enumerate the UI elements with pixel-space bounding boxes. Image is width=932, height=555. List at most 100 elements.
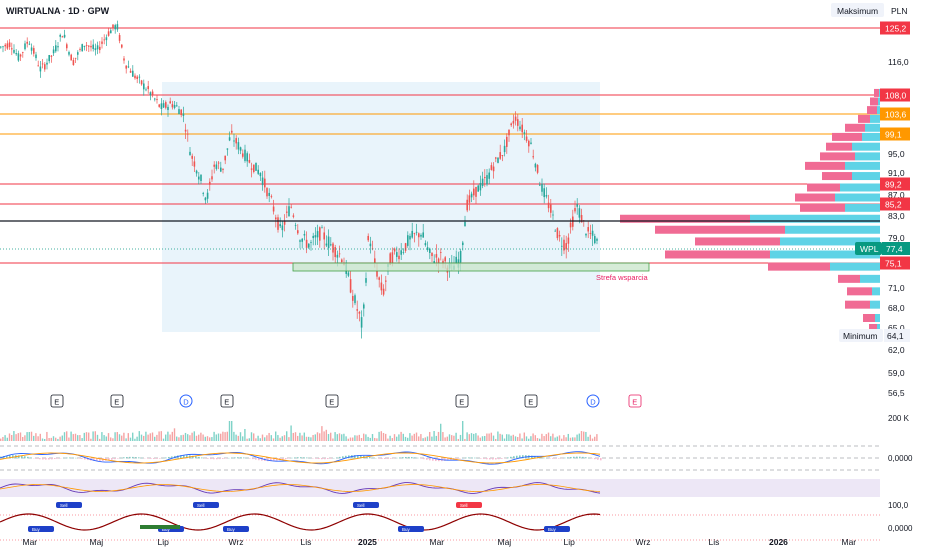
candle-body-241 xyxy=(530,143,532,144)
osc-hist-66 xyxy=(198,457,200,458)
candle-body-240 xyxy=(528,141,530,147)
volume-bar-267 xyxy=(587,437,588,441)
volume-bar-80 xyxy=(176,437,177,441)
profile-up-bar-4 xyxy=(865,124,880,132)
volume-bar-180 xyxy=(396,437,397,441)
volume-bar-108 xyxy=(238,436,239,441)
osc-hist-127 xyxy=(381,458,383,459)
volume-bar-115 xyxy=(253,433,254,441)
candle-body-111 xyxy=(244,150,246,161)
osc-hist-26 xyxy=(78,458,80,459)
candle-body-214 xyxy=(471,194,473,198)
candle-body-60 xyxy=(132,71,134,77)
candle-body-64 xyxy=(141,80,143,84)
signal-marker-label-8: Buy xyxy=(548,527,557,532)
candle-body-124 xyxy=(273,207,275,212)
candle-body-139 xyxy=(306,240,308,248)
osc-hist-79 xyxy=(237,457,239,458)
osc-hist-170 xyxy=(510,457,512,458)
volume-bar-248 xyxy=(546,434,547,441)
event-label-4: E xyxy=(329,398,334,407)
candle-body-66 xyxy=(145,89,147,90)
osc-hist-41 xyxy=(123,457,125,458)
oscillator-axis-label: 0,0000 xyxy=(888,454,913,463)
signal-marker-label-0: Buy xyxy=(32,527,41,532)
volume-bar-177 xyxy=(389,436,390,441)
candle-body-76 xyxy=(167,107,169,110)
candle-body-99 xyxy=(218,163,220,164)
y-tick-11: 56,5 xyxy=(888,388,905,398)
volume-bar-181 xyxy=(398,434,399,441)
candle-body-133 xyxy=(293,215,295,216)
volume-bar-137 xyxy=(301,435,302,441)
volume-bar-185 xyxy=(407,438,408,441)
volume-bar-119 xyxy=(262,435,263,441)
event-label-8: E xyxy=(632,398,637,407)
candle-body-182 xyxy=(400,250,402,254)
osc-hist-191 xyxy=(573,457,575,459)
candle-body-245 xyxy=(539,185,541,186)
candle-body-200 xyxy=(440,252,442,253)
osc-hist-161 xyxy=(483,458,485,459)
osc-hist-197 xyxy=(591,458,593,459)
volume-bar-232 xyxy=(510,436,511,441)
osc-hist-78 xyxy=(234,457,236,458)
candle-body-218 xyxy=(480,183,482,190)
candle-body-213 xyxy=(469,195,471,202)
event-label-1: E xyxy=(114,398,119,407)
volume-bar-261 xyxy=(574,437,575,441)
volume-bar-141 xyxy=(310,437,311,441)
volume-bar-146 xyxy=(321,426,322,441)
osc-hist-186 xyxy=(558,458,560,459)
candle-body-80 xyxy=(176,105,178,106)
volume-bar-136 xyxy=(299,433,300,441)
osc-hist-42 xyxy=(126,457,128,458)
candle-body-233 xyxy=(513,121,515,124)
candle-body-26 xyxy=(57,46,59,47)
candle-body-81 xyxy=(178,109,180,114)
volume-bar-69 xyxy=(152,432,153,441)
osc-hist-113 xyxy=(339,457,341,458)
volume-bar-193 xyxy=(425,437,426,441)
x-tick-10: Lis xyxy=(709,537,720,547)
candle-body-104 xyxy=(229,137,231,140)
volume-bar-2 xyxy=(4,435,5,441)
candle-body-131 xyxy=(288,206,290,216)
volume-bar-21 xyxy=(46,432,47,441)
osc-hist-135 xyxy=(405,457,407,458)
volume-bar-20 xyxy=(44,439,45,441)
candle-body-136 xyxy=(299,240,301,242)
candle-body-230 xyxy=(506,137,508,147)
candle-body-148 xyxy=(326,244,328,246)
volume-bar-24 xyxy=(53,436,54,441)
volume-bar-247 xyxy=(543,436,544,441)
volume-bar-98 xyxy=(216,434,217,441)
volume-bar-73 xyxy=(161,431,162,441)
volume-bar-213 xyxy=(469,434,470,441)
candle-body-16 xyxy=(35,55,37,59)
volume-bar-228 xyxy=(502,435,503,441)
profile-down-bar-14 xyxy=(655,226,785,234)
volume-bar-202 xyxy=(444,437,445,441)
volume-bar-239 xyxy=(526,436,527,441)
osc-hist-195 xyxy=(585,457,587,458)
osc-hist-140 xyxy=(420,458,422,459)
candle-body-164 xyxy=(361,317,363,327)
candle-body-222 xyxy=(488,173,490,179)
volume-bar-107 xyxy=(235,435,236,441)
y-tick-5: 79,0 xyxy=(888,233,905,243)
osc-hist-40 xyxy=(120,458,122,459)
volume-bar-75 xyxy=(165,435,166,441)
profile-down-bar-8 xyxy=(805,162,845,170)
volume-bar-168 xyxy=(370,438,371,441)
osc-hist-96 xyxy=(288,458,290,459)
candle-body-236 xyxy=(519,127,521,130)
support-zone[interactable] xyxy=(293,263,649,271)
osc-hist-65 xyxy=(195,456,197,458)
candle-body-167 xyxy=(367,236,369,240)
candle-body-161 xyxy=(354,295,356,303)
osc-hist-73 xyxy=(219,458,221,459)
osc-hist-158 xyxy=(474,458,476,459)
osc-hist-196 xyxy=(588,458,590,459)
